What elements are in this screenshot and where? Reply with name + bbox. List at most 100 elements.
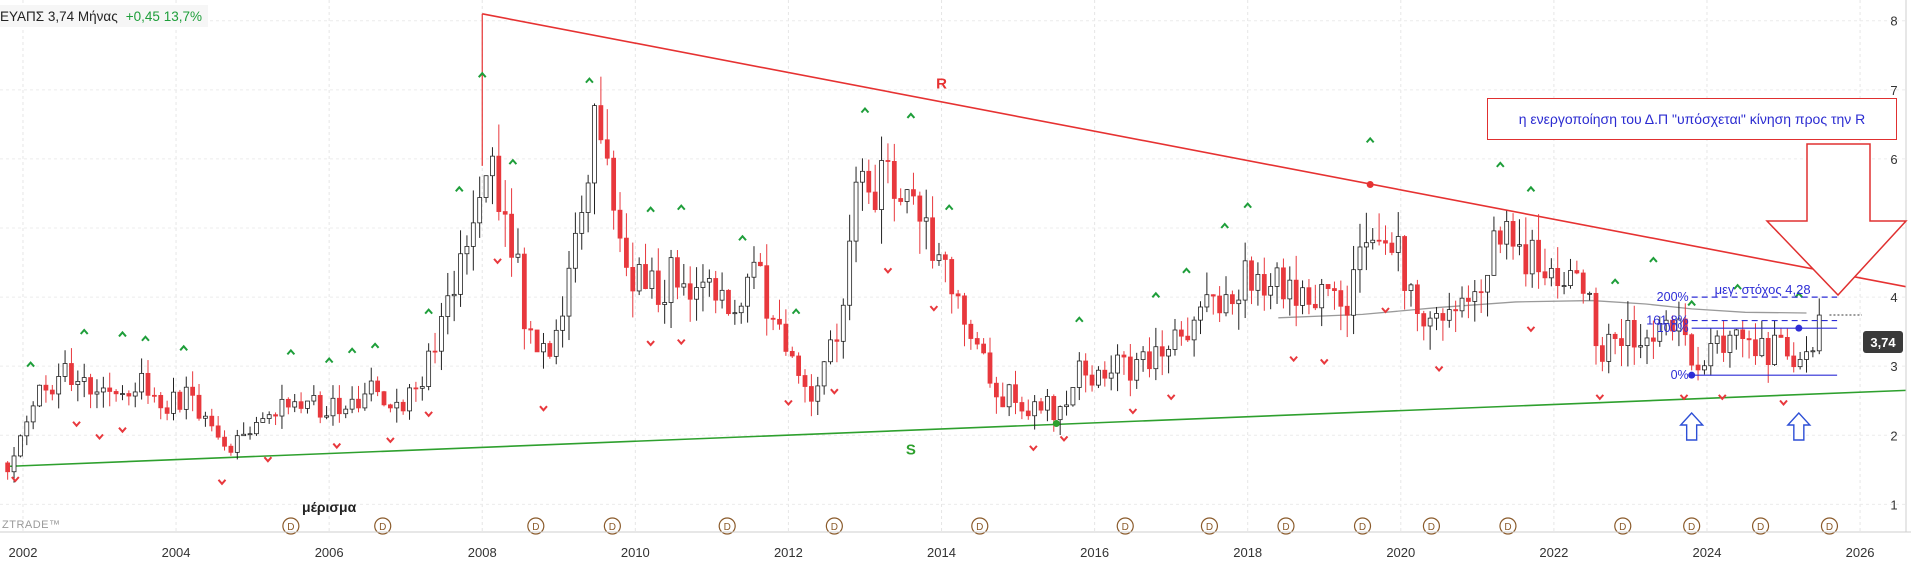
- candle-body: [904, 189, 910, 202]
- candle-body: [330, 397, 336, 417]
- trend-lines: RS: [7, 13, 1907, 468]
- candle-body: [75, 381, 81, 385]
- candle-body: [1810, 350, 1816, 353]
- candle-body: [49, 389, 55, 395]
- candle-body: [923, 217, 929, 222]
- candle-body: [1644, 337, 1650, 347]
- candle-body: [1185, 335, 1191, 341]
- candle-body: [1255, 274, 1261, 291]
- candle-body: [1791, 355, 1797, 368]
- dividend-marker: [1683, 517, 1701, 535]
- candle-body: [1612, 333, 1618, 339]
- y-tick-label: 2: [1890, 428, 1897, 443]
- candle-body: [1459, 297, 1465, 312]
- trough-marker: [493, 258, 502, 265]
- trough-marker: [1166, 394, 1176, 401]
- candle-body: [222, 436, 227, 447]
- candle-body: [1663, 319, 1669, 324]
- candle-body: [1555, 267, 1561, 287]
- candle-body: [1702, 365, 1707, 371]
- candle-body: [203, 415, 208, 419]
- candle-body: [11, 455, 17, 473]
- candle-body: [477, 197, 483, 224]
- candle-body: [1510, 221, 1516, 247]
- candle-body: [1676, 318, 1682, 332]
- candle-body: [694, 287, 699, 300]
- candle-body: [579, 212, 585, 234]
- peak-marker: [455, 185, 464, 192]
- candle-body: [88, 377, 93, 395]
- candle-body: [1338, 290, 1344, 307]
- candle-body: [1332, 288, 1337, 292]
- annotations: [1679, 143, 1908, 441]
- candle-body: [1523, 244, 1529, 275]
- trough-marker: [1434, 365, 1444, 373]
- dividend-marker: [1116, 517, 1134, 535]
- candle-body: [942, 254, 948, 260]
- trough-marker: [11, 476, 20, 483]
- symbol: ΕΥΑΠΣ: [0, 8, 45, 24]
- candle-body: [343, 408, 349, 415]
- candle-body: [298, 401, 304, 409]
- peak-marker: [141, 335, 150, 342]
- trough-marker: [1059, 435, 1069, 442]
- peak-marker: [1733, 283, 1742, 290]
- fib-level-label: 100%: [1657, 321, 1689, 335]
- candle-body: [955, 293, 961, 297]
- candle-body: [1325, 284, 1331, 289]
- candle-body: [1204, 294, 1210, 308]
- candle-body: [1536, 239, 1541, 273]
- candle-body: [949, 259, 955, 295]
- candle-body: [1242, 260, 1248, 301]
- candle-body: [815, 385, 821, 402]
- candle-body: [675, 257, 680, 288]
- candle-body: [413, 387, 419, 390]
- candle-body: [1319, 284, 1325, 309]
- candle-body: [292, 401, 298, 408]
- candle-body: [604, 139, 610, 159]
- candle-body: [879, 160, 884, 210]
- candle-body: [572, 232, 578, 269]
- candle-body: [515, 253, 521, 258]
- candle-body: [917, 195, 923, 222]
- candle-body: [1804, 351, 1809, 360]
- dividend-label: μέρισμα: [302, 499, 357, 515]
- candle-body: [215, 425, 221, 438]
- candle-body: [1797, 359, 1803, 368]
- candle-body: [783, 323, 789, 352]
- candle-body: [388, 404, 393, 409]
- candle-body: [1261, 274, 1267, 296]
- candle-body: [496, 155, 502, 212]
- peak-marker: [646, 206, 655, 213]
- candle-body: [1153, 346, 1159, 370]
- candle-body: [655, 270, 661, 305]
- dividend-marker-glyph: D: [1619, 522, 1626, 533]
- candle-body: [1440, 313, 1446, 321]
- candle-body: [1223, 294, 1229, 314]
- candle-body: [891, 161, 897, 199]
- candle-body: [1561, 285, 1567, 288]
- candle-body: [662, 302, 668, 305]
- candle-body: [1472, 291, 1478, 302]
- candle-body: [1631, 320, 1637, 348]
- candle-body: [777, 318, 782, 325]
- candle-body: [1714, 335, 1720, 344]
- candle-body: [305, 400, 310, 409]
- y-tick-label: 7: [1890, 83, 1897, 98]
- candle-body: [1408, 284, 1414, 291]
- dividend-marker: [282, 517, 300, 535]
- candle-body: [1574, 270, 1580, 274]
- candle-body: [228, 445, 234, 453]
- candle-body: [1312, 303, 1318, 309]
- candle-body: [196, 394, 202, 419]
- candle-body: [209, 415, 215, 427]
- candle-body: [770, 317, 776, 320]
- dividend-marker-glyph: D: [1359, 522, 1366, 533]
- candle-body: [107, 387, 113, 392]
- candle-body: [260, 418, 266, 423]
- candle-body: [1076, 360, 1082, 388]
- change-abs: +0,45: [125, 8, 160, 24]
- candle-body: [1134, 359, 1140, 381]
- candle-body: [37, 384, 42, 407]
- candle-body: [1708, 343, 1714, 367]
